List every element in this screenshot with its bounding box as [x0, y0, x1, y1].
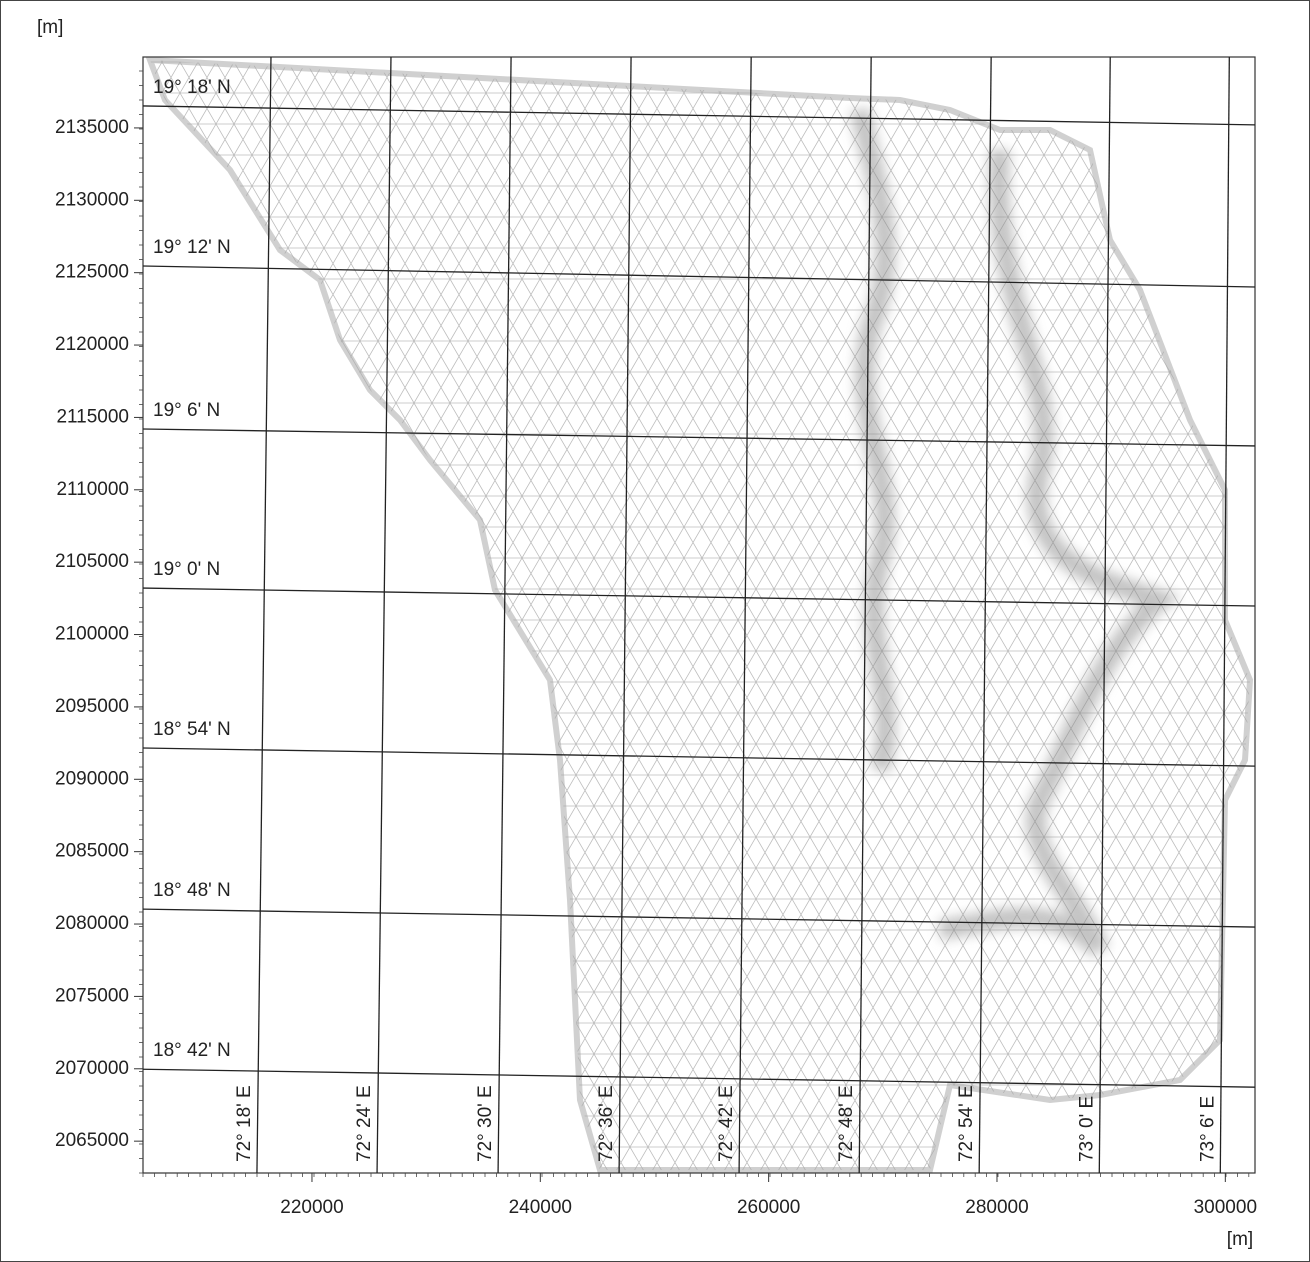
x-tick-label: 240000 — [509, 1197, 572, 1218]
parallel-label: 19° 6' N — [153, 400, 220, 421]
parallel-label: 19° 12' N — [153, 237, 231, 258]
y-tick-label: 2130000 — [55, 189, 129, 210]
y-tick-label: 2115000 — [56, 406, 129, 427]
meridian-label: 72° 30' E — [475, 1085, 496, 1162]
parallel-label: 18° 48' N — [153, 880, 231, 901]
y-tick-label: 2070000 — [55, 1058, 129, 1079]
meridian-label: 72° 48' E — [836, 1085, 857, 1162]
x-tick-label: 220000 — [280, 1197, 343, 1218]
meridian-label: 73° 6' E — [1197, 1096, 1218, 1162]
parallel-label: 18° 42' N — [153, 1040, 231, 1061]
parallel-label: 19° 18' N — [153, 77, 231, 98]
parallel-label: 19° 0' N — [153, 559, 220, 580]
y-tick-label: 2085000 — [55, 841, 129, 862]
x-unit: [m] — [1227, 1229, 1253, 1250]
y-tick-label: 2075000 — [55, 985, 129, 1006]
parallel-label: 18° 54' N — [153, 719, 231, 740]
x-tick-label: 280000 — [965, 1197, 1028, 1218]
y-tick-label: 2095000 — [55, 696, 129, 717]
x-tick-label: 260000 — [737, 1197, 800, 1218]
meridian-label: 73° 0' E — [1076, 1096, 1097, 1162]
y-tick-label: 2100000 — [55, 624, 129, 645]
y-tick-label: 2090000 — [55, 768, 129, 789]
meridian-label: 72° 42' E — [716, 1085, 737, 1162]
y-tick-label: 2105000 — [55, 551, 129, 572]
meridian-label: 72° 54' E — [956, 1085, 977, 1162]
meridian-label: 72° 24' E — [354, 1085, 375, 1162]
y-tick-label: 2110000 — [56, 479, 129, 500]
y-tick-label: 2080000 — [55, 913, 129, 934]
y-tick-label: 2120000 — [55, 334, 129, 355]
y-tick-label: 2065000 — [55, 1130, 129, 1151]
x-tick-label: 300000 — [1194, 1197, 1257, 1218]
y-unit: [m] — [37, 17, 63, 38]
map-figure: [m] [m] 220000 240000 260000 280000 300000 20… — [0, 0, 1310, 1262]
meridian-label: 72° 18' E — [234, 1085, 255, 1162]
y-tick-label: 2135000 — [55, 117, 129, 138]
meridian-label: 72° 36' E — [596, 1085, 617, 1162]
y-tick-label: 2125000 — [55, 262, 129, 283]
